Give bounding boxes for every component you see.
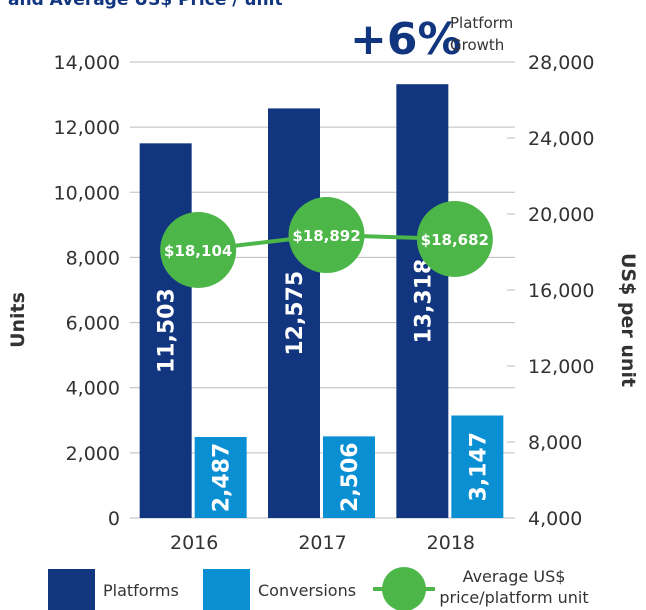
x-tick-label: 2016 <box>170 532 218 554</box>
y2-tick-label: 4,000 <box>528 508 582 530</box>
annotation: Platform Growth <box>450 14 514 54</box>
y-tick-label: 4,000 <box>66 378 120 400</box>
bar-value-label: 2,487 <box>210 443 235 513</box>
y-tick-label: 12,000 <box>54 117 120 139</box>
x-tick-label: 2017 <box>298 532 346 554</box>
y2-tick-label: 20,000 <box>528 204 594 226</box>
bar <box>139 143 192 518</box>
y2-tick-label: 8,000 <box>528 432 582 454</box>
y-tick-label: 14,000 <box>54 52 120 74</box>
y2-tick-label: 28,000 <box>528 52 594 74</box>
legend-label-box: Average US$ price/platform unit <box>439 567 589 607</box>
bar-value-label: 13,318 <box>411 259 436 344</box>
y-tick-label: 0 <box>108 508 120 530</box>
line-value-label: $18,104 <box>164 242 232 260</box>
line-marker <box>160 212 237 289</box>
legend-marker <box>382 567 426 610</box>
y2-axis-label: US$ per unit <box>617 253 639 387</box>
y-tick-label: 10,000 <box>54 182 120 204</box>
legend-label: Average US$ price/platform unit <box>439 567 589 607</box>
bar <box>323 436 375 518</box>
line-value-label: $18,892 <box>292 227 360 245</box>
line-value-label: $18,682 <box>421 231 489 249</box>
bar <box>396 84 449 518</box>
y2-tick-label: 16,000 <box>528 280 594 302</box>
y2-tick-label: 24,000 <box>528 128 594 150</box>
legend-swatch <box>48 569 95 610</box>
bar <box>268 108 320 519</box>
legend-swatch <box>203 569 250 610</box>
bar-value-label: 3,147 <box>466 432 491 502</box>
line-marker <box>416 201 493 278</box>
bar-value-label: 11,503 <box>155 288 180 373</box>
bar-value-label: 12,575 <box>283 271 308 356</box>
y2-tick-label: 12,000 <box>528 356 594 378</box>
bar-value-label: 2,506 <box>338 442 363 512</box>
y-tick-label: 6,000 <box>66 313 120 335</box>
x-tick-label: 2018 <box>427 532 475 554</box>
legend-label: Conversions <box>258 581 356 600</box>
bar <box>451 415 504 518</box>
y-tick-label: 8,000 <box>66 247 120 269</box>
annotation-box: Platform Growth <box>450 14 514 54</box>
y-tick-label: 2,000 <box>66 443 120 465</box>
y-axis-label: Units <box>7 292 29 348</box>
legend-label: Platforms <box>103 581 179 600</box>
line-marker <box>288 197 365 274</box>
chart-title: and Average US$ Price / unit <box>8 0 283 10</box>
annotation: +6% <box>350 14 462 65</box>
bar <box>194 436 247 518</box>
